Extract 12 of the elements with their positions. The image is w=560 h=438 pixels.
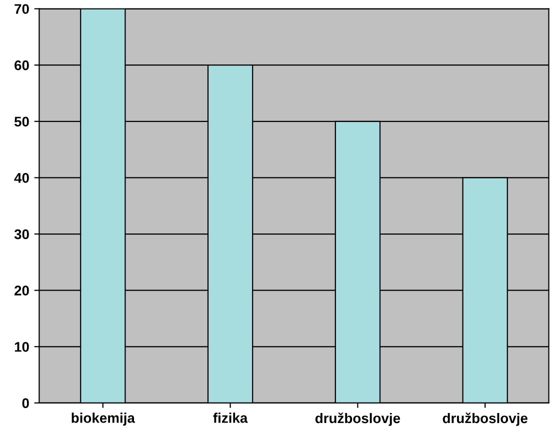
y-tick-label: 10 — [14, 342, 29, 352]
x-tick-label: družboslovje — [315, 412, 400, 426]
y-tick-label: 0 — [22, 398, 29, 408]
y-tick-label: 60 — [14, 60, 29, 70]
y-tick-label: 20 — [14, 286, 29, 296]
x-tick-label: biokemija — [72, 412, 136, 426]
y-tick-label: 50 — [14, 116, 29, 127]
y-tick-label: 70 — [14, 4, 29, 14]
y-tick-label: 30 — [14, 229, 29, 240]
x-tick-label: fizika — [213, 412, 248, 423]
y-tick-label: 40 — [14, 173, 29, 183]
x-tick-label: družboslovje — [442, 412, 528, 426]
